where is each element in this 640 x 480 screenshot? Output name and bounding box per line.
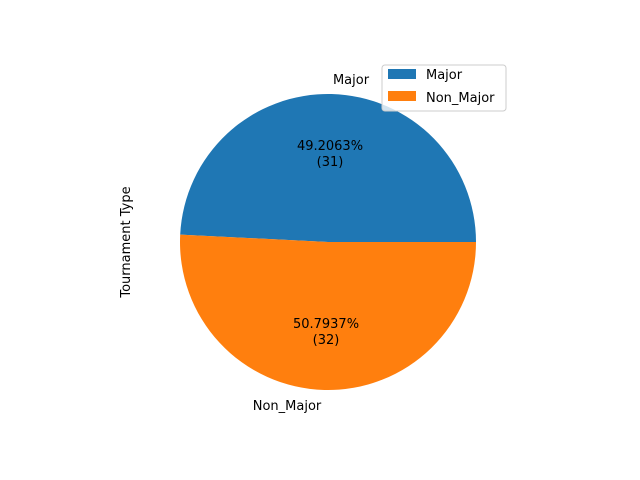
slice-percent-non-major: 50.7937% xyxy=(293,317,359,332)
slice-count-major: (31) xyxy=(317,155,344,170)
legend: Major Non_Major xyxy=(381,64,507,112)
legend-swatch-non-major xyxy=(388,91,416,101)
slice-label-non-major: Non_Major xyxy=(253,399,322,414)
pie-slice-major xyxy=(180,93,477,243)
pie-slices xyxy=(180,93,477,390)
slice-count-non-major: (32) xyxy=(313,333,340,348)
legend-label-major: Major xyxy=(426,68,463,83)
legend-swatch-major xyxy=(388,69,416,79)
y-axis-label: Tournament Type xyxy=(119,186,134,298)
slice-label-major: Major xyxy=(333,73,370,88)
pie-slice-non-major xyxy=(180,234,476,390)
legend-label-non-major: Non_Major xyxy=(426,91,495,106)
slice-percent-major: 49.2063% xyxy=(297,139,363,154)
